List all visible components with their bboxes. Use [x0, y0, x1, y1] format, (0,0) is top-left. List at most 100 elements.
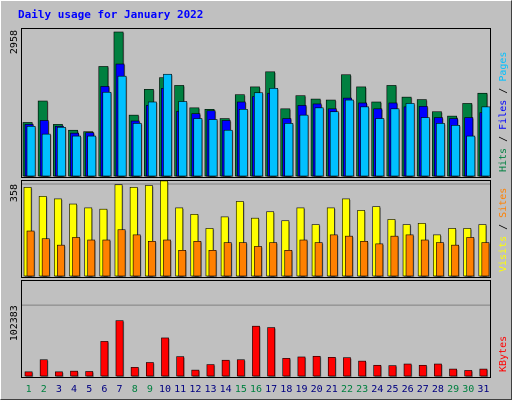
bar-sites: [102, 239, 111, 277]
legend-labels: KBytes: [498, 336, 509, 372]
bar-kbytes: [24, 371, 33, 377]
bar-sites: [451, 244, 459, 277]
x-tick-label: 26: [402, 384, 414, 395]
bar-pages: [238, 109, 248, 177]
bar-sites: [405, 234, 414, 277]
x-tick-label: 2: [41, 384, 47, 395]
legend-label: Sites: [498, 188, 509, 218]
y-tick-label: 358: [9, 184, 20, 202]
bar-pages: [132, 123, 142, 177]
bar-kbytes: [206, 364, 215, 377]
bar-sites: [466, 237, 475, 277]
x-tick-label: 17: [265, 384, 277, 395]
bar-sites: [223, 242, 232, 277]
bar-kbytes: [388, 365, 397, 377]
bar-sites: [254, 246, 262, 277]
x-tick-label: 1: [26, 384, 32, 395]
legend-label: /: [498, 130, 509, 148]
bar-kbytes: [252, 325, 260, 377]
x-tick-label: 4: [71, 384, 77, 395]
bar-kbytes: [327, 357, 336, 377]
x-tick-label: 24: [371, 384, 383, 395]
x-tick-label: 5: [86, 384, 92, 395]
bar-sites: [436, 242, 444, 277]
bar-sites: [163, 239, 171, 277]
bar-kbytes: [297, 356, 306, 377]
bar-sites: [72, 237, 80, 277]
x-tick-label: 18: [280, 384, 292, 395]
bar-kbytes: [221, 359, 230, 377]
bar-sites: [26, 230, 35, 277]
bar-sites: [481, 242, 490, 277]
x-tick-label: 7: [117, 384, 123, 395]
bar-pages: [420, 117, 430, 177]
panel-kbytes: 102383 KBytes: [9, 280, 509, 378]
bar-pages: [87, 135, 97, 177]
bar-pages: [299, 114, 309, 177]
x-tick-label: 20: [311, 384, 323, 395]
bar-kbytes: [418, 364, 427, 377]
legend-labels: Hits / Files / Pages: [498, 52, 509, 172]
x-tick-label: 19: [295, 384, 307, 395]
legend-label: Files: [498, 100, 509, 130]
bar-sites: [132, 234, 141, 277]
bar-kbytes: [434, 363, 442, 377]
x-tick-label: 6: [101, 384, 107, 395]
legend-label: Visits: [498, 236, 509, 272]
bar-pages: [57, 127, 66, 177]
bar-kbytes: [236, 359, 245, 377]
x-tick-label: 10: [159, 384, 171, 395]
bar-kbytes: [479, 368, 488, 377]
bar-kbytes: [358, 360, 367, 377]
bar-pages: [254, 92, 263, 177]
legend-label: /: [498, 218, 509, 236]
bar-pages: [147, 101, 157, 177]
bar-pages: [375, 118, 385, 177]
bar-kbytes: [176, 356, 185, 377]
bar-pages: [345, 99, 354, 177]
bar-sites: [178, 250, 187, 277]
panel-hits-files-pages: 2958 Hits / Files / Pages: [9, 28, 509, 178]
x-tick-label: 14: [220, 384, 232, 395]
x-tick-label: 13: [204, 384, 216, 395]
bar-pages: [269, 88, 279, 177]
bar-sites: [314, 242, 323, 277]
x-tick-label: 9: [147, 384, 153, 395]
bar-sites: [87, 239, 96, 277]
bar-pages: [163, 73, 172, 177]
bar-pages: [117, 75, 127, 177]
bar-pages: [360, 106, 370, 177]
bar-sites: [193, 241, 202, 277]
bar-pages: [284, 123, 294, 177]
bar-sites: [329, 234, 338, 277]
bar-kbytes: [70, 370, 78, 377]
bar-kbytes: [100, 341, 109, 377]
legend-labels: Visits / Sites: [498, 188, 509, 272]
bar-sites: [238, 242, 247, 277]
bar-kbytes: [312, 355, 321, 377]
x-tick-label: 21: [326, 384, 338, 395]
bar-kbytes: [464, 370, 473, 377]
bar-kbytes: [282, 358, 291, 377]
bar-sites: [117, 229, 126, 277]
x-tick-label: 29: [447, 384, 459, 395]
bar-kbytes: [373, 364, 382, 377]
bar-pages: [178, 101, 188, 177]
bar-pages: [208, 119, 218, 177]
x-tick-label: 30: [462, 384, 474, 395]
bar-sites: [420, 239, 429, 277]
bar-kbytes: [191, 369, 200, 377]
legend-label: Hits: [498, 148, 509, 172]
x-tick-label: 11: [174, 384, 186, 395]
x-tick-label: 27: [417, 384, 429, 395]
bar-pages: [390, 108, 400, 177]
bar-kbytes: [115, 320, 124, 377]
bar-sites: [41, 238, 50, 277]
bar-pages: [314, 107, 324, 177]
x-tick-label: 16: [250, 384, 262, 395]
bar-kbytes: [55, 371, 63, 377]
y-tick-label: 2958: [9, 30, 20, 54]
bar-sites: [299, 239, 308, 277]
